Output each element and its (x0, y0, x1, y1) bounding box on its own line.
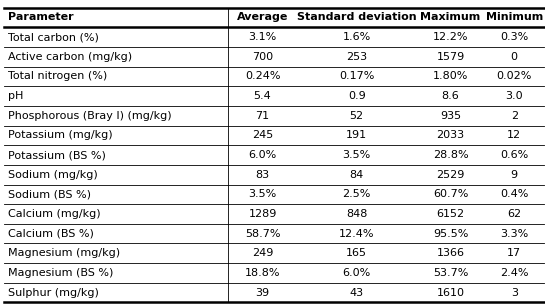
Text: 1.6%: 1.6% (343, 32, 371, 42)
Text: Average: Average (237, 13, 288, 22)
Text: Parameter: Parameter (8, 13, 73, 22)
Text: 53.7%: 53.7% (433, 268, 468, 278)
Text: 84: 84 (349, 170, 364, 180)
Text: 848: 848 (346, 209, 367, 219)
Text: 0.17%: 0.17% (339, 72, 374, 81)
Text: Minimum: Minimum (486, 13, 543, 22)
Text: 165: 165 (346, 248, 367, 258)
Text: 249: 249 (252, 248, 273, 258)
Text: 62: 62 (507, 209, 522, 219)
Text: 2: 2 (511, 111, 518, 121)
Text: 58.7%: 58.7% (245, 229, 280, 239)
Text: 28.8%: 28.8% (433, 150, 468, 160)
Text: Total carbon (%): Total carbon (%) (8, 32, 99, 42)
Text: 0.9: 0.9 (348, 91, 366, 101)
Text: 0: 0 (511, 52, 518, 62)
Text: 95.5%: 95.5% (433, 229, 468, 239)
Text: pH: pH (8, 91, 23, 101)
Text: 3.5%: 3.5% (249, 189, 277, 199)
Text: 2529: 2529 (437, 170, 465, 180)
Text: 3: 3 (511, 288, 518, 297)
Text: Active carbon (mg/kg): Active carbon (mg/kg) (8, 52, 132, 62)
Text: 6152: 6152 (437, 209, 465, 219)
Text: 0.3%: 0.3% (500, 32, 528, 42)
Text: 700: 700 (252, 52, 273, 62)
Text: 3.1%: 3.1% (249, 32, 277, 42)
Text: 191: 191 (346, 130, 367, 140)
Text: 3.0: 3.0 (505, 91, 523, 101)
Text: 1.80%: 1.80% (433, 72, 468, 81)
Text: 1579: 1579 (437, 52, 465, 62)
Text: 83: 83 (256, 170, 270, 180)
Text: 12.4%: 12.4% (339, 229, 374, 239)
Text: 0.02%: 0.02% (496, 72, 532, 81)
Text: 5.4: 5.4 (253, 91, 271, 101)
Text: 6.0%: 6.0% (249, 150, 277, 160)
Text: 1366: 1366 (437, 248, 464, 258)
Text: 6.0%: 6.0% (343, 268, 371, 278)
Text: 39: 39 (256, 288, 270, 297)
Text: 8.6: 8.6 (441, 91, 459, 101)
Text: 9: 9 (511, 170, 518, 180)
Text: 2.4%: 2.4% (500, 268, 529, 278)
Text: Total nitrogen (%): Total nitrogen (%) (8, 72, 107, 81)
Text: 0.24%: 0.24% (245, 72, 280, 81)
Text: 52: 52 (350, 111, 364, 121)
Text: 3.3%: 3.3% (500, 229, 528, 239)
Text: Magnesium (BS %): Magnesium (BS %) (8, 268, 113, 278)
Text: 245: 245 (252, 130, 273, 140)
Text: 0.4%: 0.4% (500, 189, 529, 199)
Text: Magnesium (mg/kg): Magnesium (mg/kg) (8, 248, 120, 258)
Text: 17: 17 (507, 248, 522, 258)
Text: 18.8%: 18.8% (245, 268, 280, 278)
Text: 12: 12 (507, 130, 522, 140)
Text: Phosphorous (Bray I) (mg/kg): Phosphorous (Bray I) (mg/kg) (8, 111, 171, 121)
Text: 1289: 1289 (249, 209, 277, 219)
Text: Sulphur (mg/kg): Sulphur (mg/kg) (8, 288, 99, 297)
Text: Maximum: Maximum (420, 13, 481, 22)
Text: 2.5%: 2.5% (342, 189, 371, 199)
Text: 71: 71 (256, 111, 270, 121)
Text: Standard deviation: Standard deviation (297, 13, 416, 22)
Text: 2033: 2033 (437, 130, 465, 140)
Text: Sodium (BS %): Sodium (BS %) (8, 189, 90, 199)
Text: Potassium (mg/kg): Potassium (mg/kg) (8, 130, 112, 140)
Text: Potassium (BS %): Potassium (BS %) (8, 150, 106, 160)
Text: Calcium (mg/kg): Calcium (mg/kg) (8, 209, 100, 219)
Text: 12.2%: 12.2% (433, 32, 468, 42)
Text: 0.6%: 0.6% (500, 150, 528, 160)
Text: 1610: 1610 (437, 288, 464, 297)
Text: Sodium (mg/kg): Sodium (mg/kg) (8, 170, 98, 180)
Text: 43: 43 (350, 288, 364, 297)
Text: Calcium (BS %): Calcium (BS %) (8, 229, 94, 239)
Text: 60.7%: 60.7% (433, 189, 468, 199)
Text: 935: 935 (440, 111, 461, 121)
Text: 3.5%: 3.5% (343, 150, 371, 160)
Text: 253: 253 (346, 52, 367, 62)
